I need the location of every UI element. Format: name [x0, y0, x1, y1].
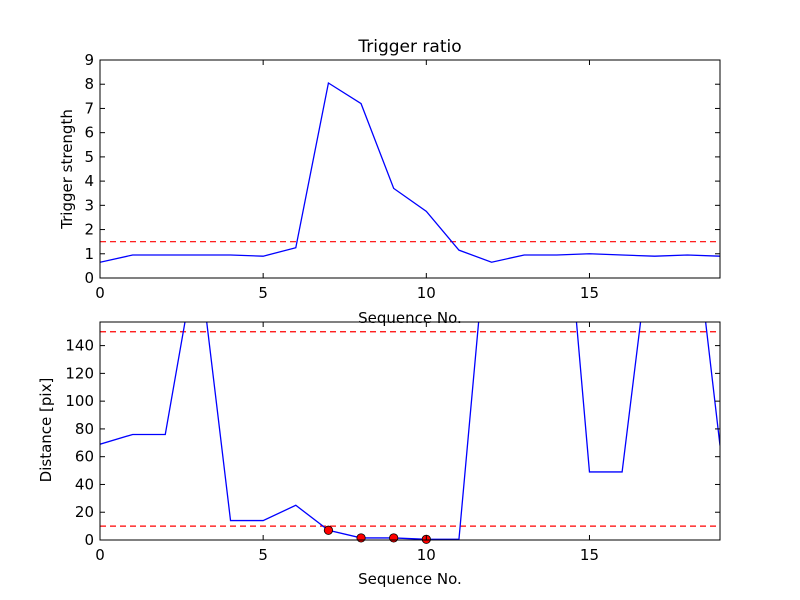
y-tick-label: 0	[84, 531, 94, 549]
x-axis-label: Sequence No.	[358, 570, 462, 588]
y-tick-label: 2	[84, 221, 94, 239]
y-tick-label: 20	[75, 503, 94, 521]
y-tick-label: 4	[84, 172, 94, 190]
y-axis-label: Distance [pix]	[37, 378, 55, 483]
data-marker	[356, 533, 366, 543]
plot-title: Trigger ratio	[357, 37, 461, 57]
y-tick-label: 9	[84, 51, 94, 69]
y-tick-label: 40	[75, 475, 94, 493]
x-axis-label: Sequence No.	[358, 309, 462, 327]
y-tick-label: 6	[84, 124, 94, 142]
series-line-0	[100, 81, 720, 263]
data-marker	[323, 525, 334, 535]
axes-frame	[99, 321, 721, 541]
y-tick-label: 60	[75, 448, 94, 466]
x-tick-label: 0	[95, 284, 105, 302]
axes-frame	[99, 59, 721, 279]
x-tick-label: 5	[258, 546, 268, 564]
x-tick-label: 0	[95, 546, 105, 564]
y-tick-label: 80	[75, 420, 94, 438]
y-axis-label: Trigger strength	[58, 109, 76, 230]
y-tick-label: 3	[84, 196, 94, 214]
x-tick-label: 15	[580, 546, 599, 564]
distance-plot: Sequence No. Distance [pix] 0 5 10 15 0 20 40 6…	[37, 321, 721, 588]
series-line-0	[100, 322, 720, 540]
plot-area	[100, 81, 720, 263]
data-marker	[389, 533, 399, 543]
x-tick-label: 15	[580, 284, 599, 302]
x-tick-label: 10	[417, 284, 436, 302]
x-tick-label: 10	[417, 546, 436, 564]
y-tick-label: 5	[84, 148, 94, 166]
y-tick-label: 7	[84, 99, 94, 117]
y-tick-label: 0	[84, 269, 94, 287]
y-tick-label: 1	[84, 245, 94, 263]
trigger-ratio-plot: Trigger ratio Sequence No. Trigger stren…	[58, 37, 721, 327]
y-tick-label: 120	[65, 364, 94, 382]
y-tick-label: 140	[65, 337, 94, 355]
y-tick-label: 100	[65, 392, 94, 410]
plot-area	[100, 322, 720, 540]
y-tick-label: 8	[84, 75, 94, 93]
x-tick-label: 5	[258, 284, 268, 302]
